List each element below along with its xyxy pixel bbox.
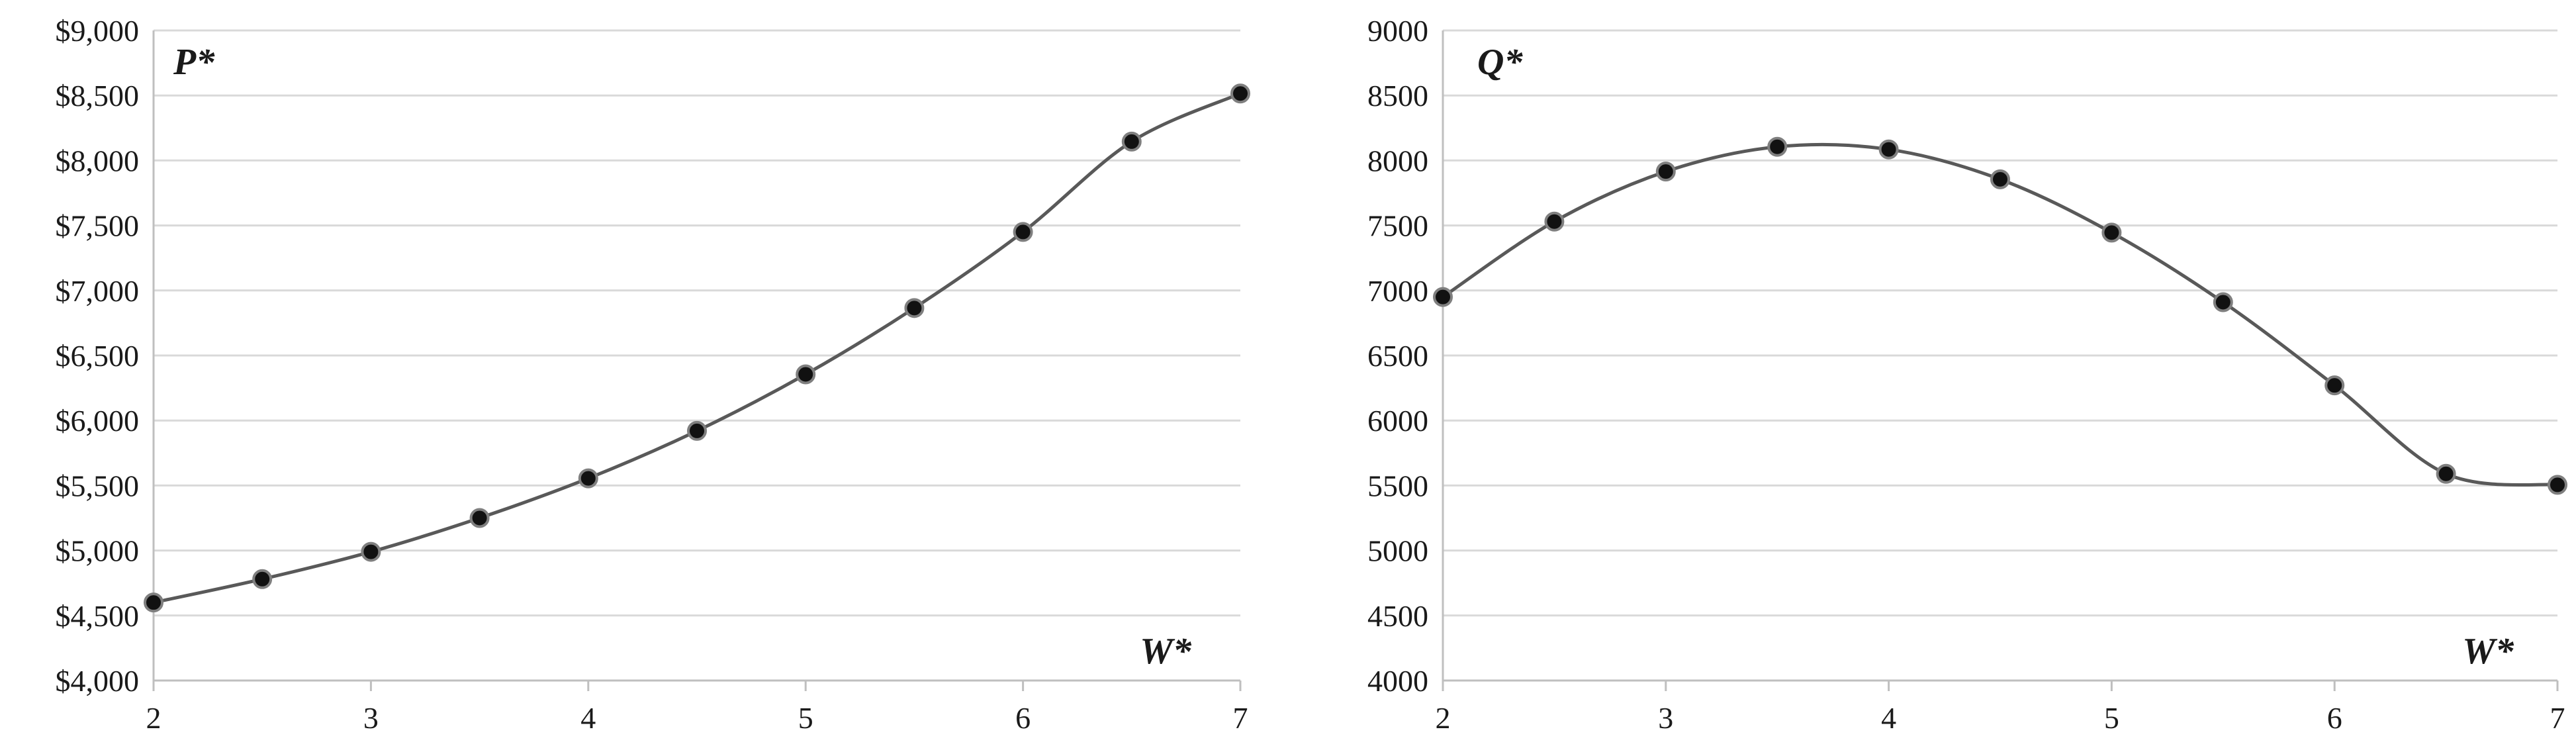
series-line bbox=[1442, 142, 2558, 487]
data-point bbox=[2324, 375, 2345, 396]
x-tick-label: 3 bbox=[1658, 701, 1673, 735]
x-tick-label: 2 bbox=[1436, 701, 1451, 735]
data-point bbox=[1990, 169, 2010, 189]
y-tick-label: 4500 bbox=[1367, 599, 1428, 633]
data-point bbox=[1767, 136, 1788, 157]
y-tick-label: 5000 bbox=[1367, 534, 1428, 568]
y-variable-label: P* bbox=[173, 42, 215, 83]
y-tick-label: 6500 bbox=[1367, 339, 1428, 373]
x-tick-label: 2 bbox=[146, 701, 161, 735]
data-point bbox=[796, 364, 816, 385]
data-point bbox=[1230, 83, 1250, 104]
y-tick-label: $4,500 bbox=[56, 599, 140, 633]
y-tick-label: $5,500 bbox=[56, 469, 140, 502]
y-tick-label: $5,000 bbox=[56, 534, 140, 568]
y-tick-label: 4000 bbox=[1367, 664, 1428, 698]
data-point bbox=[252, 569, 273, 589]
data-point bbox=[1121, 131, 1142, 152]
y-tick-label: $9,000 bbox=[56, 14, 140, 48]
data-point bbox=[1655, 162, 1676, 182]
data-point bbox=[1433, 287, 1453, 307]
y-tick-label: 7000 bbox=[1367, 274, 1428, 308]
y-tick-label: $7,500 bbox=[56, 209, 140, 243]
x-axis-label: W* bbox=[1140, 631, 1192, 672]
x-tick-label: 6 bbox=[2327, 701, 2342, 735]
x-tick-label: 6 bbox=[1015, 701, 1031, 735]
data-point bbox=[2436, 463, 2456, 484]
x-tick-label: 4 bbox=[580, 701, 596, 735]
x-axis-label: W* bbox=[2462, 631, 2514, 672]
x-tick-label: 7 bbox=[2550, 701, 2565, 735]
price-chart: $4,000 $4,500 $5,000 $5,500 $6,000 $6,500 $7,0… bbox=[56, 14, 1250, 735]
x-tick-label: 3 bbox=[363, 701, 379, 735]
y-tick-label: $4,000 bbox=[56, 664, 140, 698]
data-point bbox=[144, 592, 163, 613]
data-point bbox=[469, 508, 490, 528]
y-tick-label: 8500 bbox=[1367, 79, 1428, 113]
x-tick-label: 5 bbox=[798, 701, 813, 735]
data-point bbox=[2101, 222, 2122, 243]
y-tick-label: 5500 bbox=[1367, 469, 1428, 502]
data-point bbox=[904, 298, 925, 318]
quantity-chart: 4000 4500 5000 5500 6000 6500 7000 7500 8000 8500… bbox=[1367, 14, 2567, 735]
y-tick-label: $8,500 bbox=[56, 79, 140, 113]
series-line bbox=[153, 91, 1242, 604]
x-tick-label: 5 bbox=[2104, 701, 2119, 735]
x-tick-label: 7 bbox=[1233, 701, 1248, 735]
x-tick-label: 4 bbox=[1881, 701, 1896, 735]
data-point bbox=[2548, 475, 2567, 495]
data-point bbox=[361, 542, 381, 562]
data-point bbox=[578, 468, 598, 489]
data-point bbox=[1544, 211, 1565, 232]
y-tick-label: $8,000 bbox=[56, 144, 140, 177]
y-tick-label: 9000 bbox=[1367, 14, 1428, 48]
y-tick-label: $6,500 bbox=[56, 339, 140, 373]
y-tick-label: 8000 bbox=[1367, 144, 1428, 177]
data-point bbox=[1878, 139, 1899, 160]
y-tick-label: $7,000 bbox=[56, 274, 140, 308]
y-tick-label: 7500 bbox=[1367, 209, 1428, 243]
y-tick-label: 6000 bbox=[1367, 404, 1428, 438]
data-point bbox=[687, 420, 707, 441]
data-point bbox=[2213, 292, 2233, 312]
data-point bbox=[1013, 222, 1033, 242]
y-variable-label: Q* bbox=[1477, 42, 1523, 83]
y-tick-label: $6,000 bbox=[56, 404, 140, 438]
